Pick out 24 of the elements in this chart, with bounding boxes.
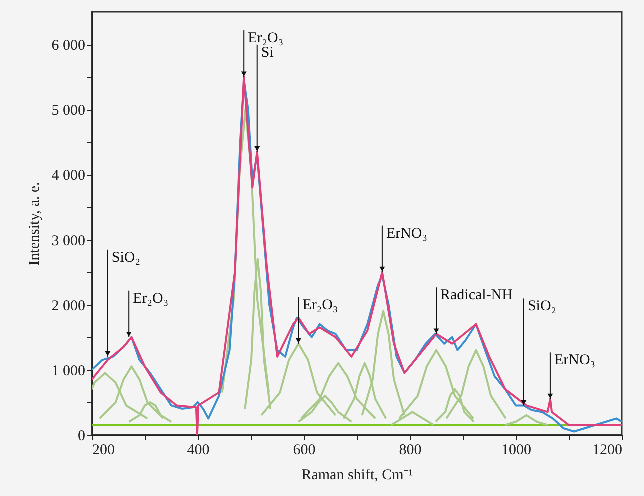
y-tick-label: 3 000 bbox=[52, 233, 86, 250]
x-tick-label: 200 bbox=[92, 442, 115, 458]
annotation: ErNO₃ bbox=[386, 226, 428, 242]
annotation: Si bbox=[261, 44, 274, 61]
annotation: SiO₂ bbox=[528, 298, 557, 315]
x-axis-title: Raman shift, Cm⁻¹ bbox=[302, 468, 414, 484]
x-tick-label: 1200 bbox=[592, 442, 622, 458]
annotation: Er₂O₃ bbox=[133, 290, 169, 307]
x-tick-label: 600 bbox=[293, 442, 316, 458]
annotation: Radical-NH bbox=[440, 288, 514, 304]
y-tick-label: 0 bbox=[78, 428, 86, 444]
annotation: ErNO₃ bbox=[554, 352, 596, 369]
y-tick-label: 1 000 bbox=[52, 363, 86, 380]
x-tick-label: 400 bbox=[187, 442, 210, 458]
y-tick-label: 4 000 bbox=[52, 168, 86, 184]
x-tick-label: 800 bbox=[399, 442, 422, 458]
y-axis-title: Intensity, a. e. bbox=[26, 182, 43, 266]
annotation: SiO₂ bbox=[112, 250, 140, 266]
x-tick-label: 1000 bbox=[502, 442, 532, 458]
y-tick-label: 5 000 bbox=[52, 103, 86, 120]
y-tick-label: 6 000 bbox=[52, 38, 86, 54]
annotation: Er₂O₃ bbox=[248, 30, 284, 47]
annotation: Er₂O₃ bbox=[302, 297, 338, 314]
y-tick-label: 2 000 bbox=[52, 298, 86, 314]
